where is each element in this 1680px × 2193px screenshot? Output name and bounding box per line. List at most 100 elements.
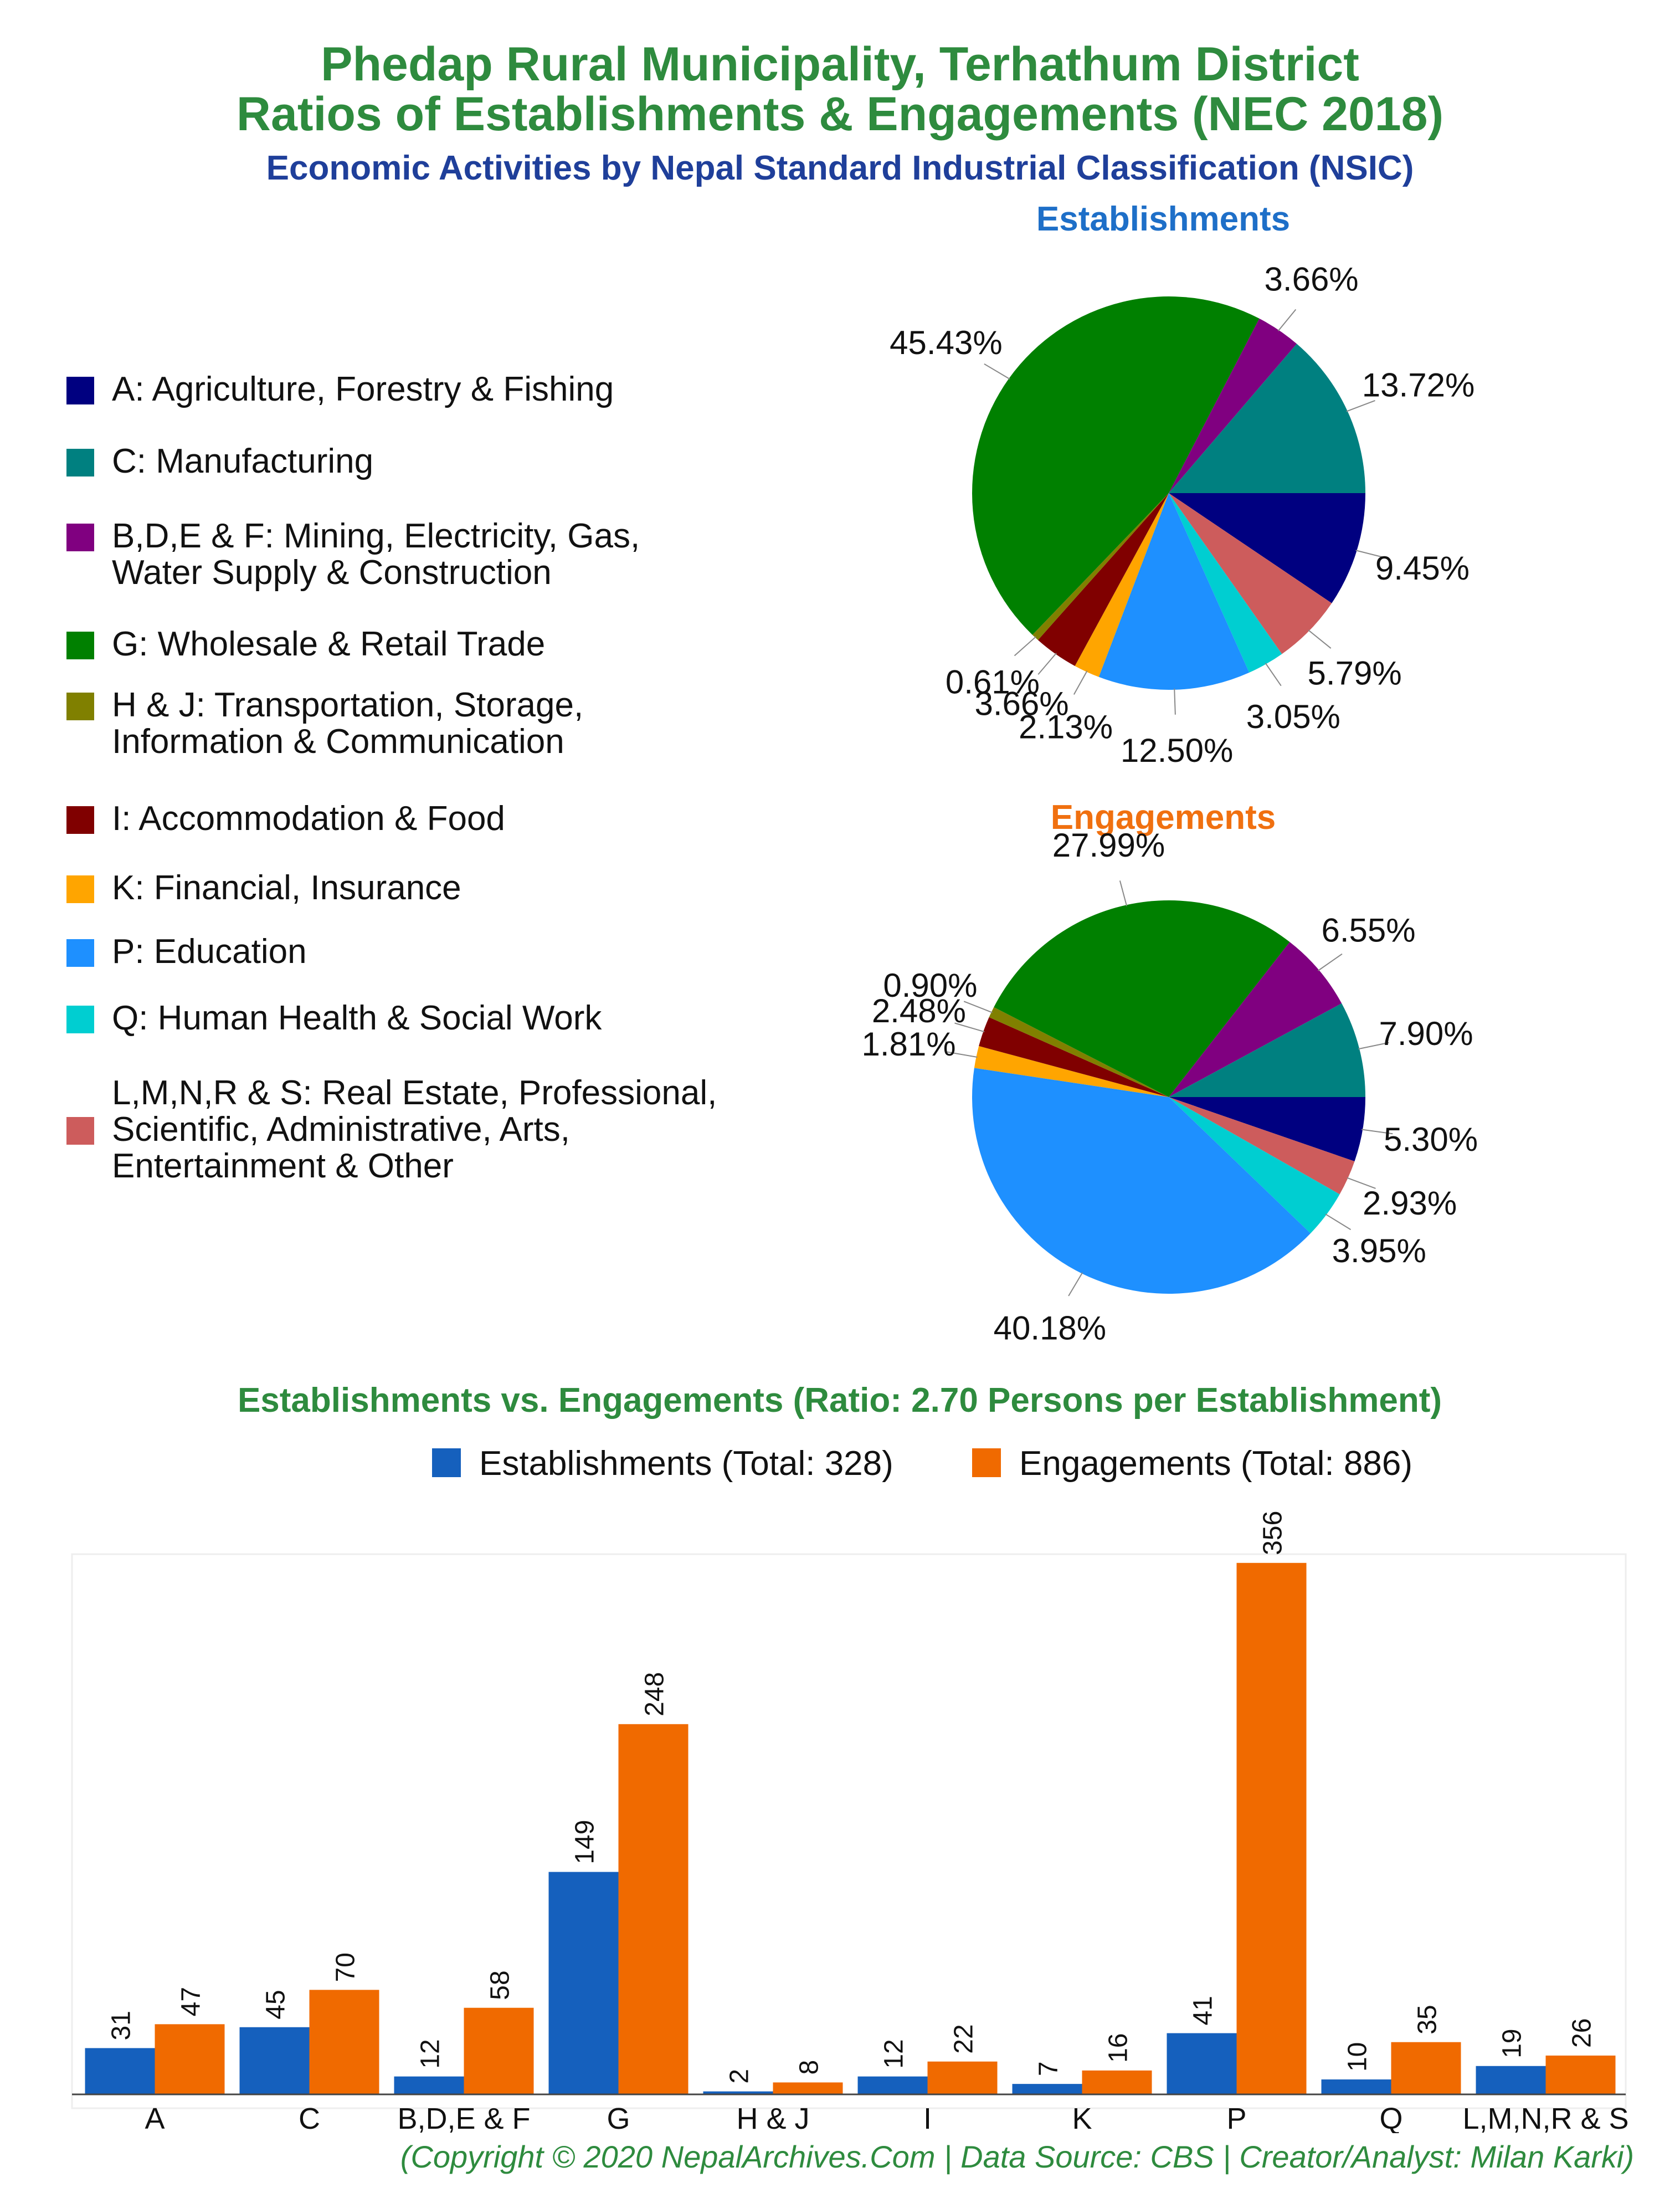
establishments-label-g: 45.43% bbox=[890, 324, 1003, 361]
x-tick-label-i: I bbox=[923, 2102, 932, 2133]
legend-label-k: K: Financial, Insurance bbox=[112, 869, 461, 907]
bar-value-engagements-c: 70 bbox=[331, 1953, 361, 1982]
legend-item-c: C: Manufacturing bbox=[66, 443, 373, 480]
engagements-leader-c bbox=[1358, 1042, 1389, 1050]
establishments-leader-p bbox=[1174, 688, 1176, 715]
engagements-slice-h-j bbox=[989, 1007, 1169, 1097]
engagements-leader-h-j bbox=[963, 1001, 993, 1013]
engagements-label-q: 3.95% bbox=[1332, 1232, 1426, 1269]
legend-swatch-i bbox=[66, 806, 94, 834]
legend-item-a: A: Agriculture, Forestry & Fishing bbox=[66, 371, 614, 408]
establishments-label-a: 9.45% bbox=[1375, 550, 1470, 587]
establishments-label-i: 3.66% bbox=[974, 685, 1068, 722]
x-tick-label-h-j: H & J bbox=[736, 2102, 809, 2133]
pie-chart-establishments: 9.45%5.79%3.05%12.50%2.13%3.66%0.61%45.4… bbox=[890, 261, 1475, 769]
bar-chart-title: Establishments vs. Engagements (Ratio: 2… bbox=[238, 1381, 1442, 1420]
legend-item-p: P: Education bbox=[66, 934, 307, 970]
chart-subtitle: Economic Activities by Nepal Standard In… bbox=[266, 149, 1414, 187]
bar-engagements-k bbox=[1082, 2070, 1152, 2094]
engagements-label-h-j: 0.90% bbox=[883, 967, 977, 1004]
establishments-label-p: 12.50% bbox=[1121, 732, 1234, 769]
bar-value-engagements-g: 248 bbox=[640, 1672, 670, 1717]
establishments-label-k: 2.13% bbox=[1019, 709, 1113, 746]
legend-label-establishments: Establishments (Total: 328) bbox=[479, 1444, 893, 1483]
bar-value-engagements-l-m-n-r-s: 26 bbox=[1568, 2018, 1597, 2048]
engagements-leader-l-m-n-r-s bbox=[1347, 1177, 1376, 1189]
engagements-slice-q bbox=[1169, 1097, 1340, 1233]
legend-label-i: I: Accommodation & Food bbox=[112, 800, 505, 838]
legend-swatch-bdef bbox=[66, 524, 94, 551]
legend-label-lmnrs: L,M,N,R & S: Real Estate, Professional, S… bbox=[112, 1074, 717, 1185]
bar-engagements-h-j bbox=[773, 2082, 843, 2094]
bar-value-establishments-l-m-n-r-s: 19 bbox=[1498, 2028, 1527, 2058]
bar-value-engagements-p: 356 bbox=[1258, 1511, 1288, 1555]
bar-value-establishments-b-d-e-f: 12 bbox=[416, 2039, 445, 2068]
engagements-label-i: 2.48% bbox=[872, 992, 966, 1029]
establishments-slice-k bbox=[1075, 493, 1169, 677]
establishments-label-q: 3.05% bbox=[1246, 698, 1340, 735]
legend-item-bdef: B,D,E & F: Mining, Electricity, Gas, Wate… bbox=[66, 518, 640, 591]
bar-value-establishments-i: 12 bbox=[880, 2039, 909, 2068]
pie-title-engagements: Engagements bbox=[1050, 798, 1276, 837]
bar-value-establishments-g: 149 bbox=[571, 1820, 600, 1864]
legend-swatch-engagements bbox=[972, 1448, 1001, 1477]
engagements-slice-i bbox=[979, 1017, 1169, 1097]
bar-establishments-p bbox=[1167, 2033, 1237, 2094]
legend-swatch-hj bbox=[66, 693, 94, 720]
engagements-leader-g bbox=[1119, 880, 1128, 906]
engagements-label-l-m-n-r-s: 2.93% bbox=[1363, 1185, 1457, 1222]
plot-area-frame bbox=[71, 1553, 1627, 2109]
establishments-leader-h-j bbox=[1014, 636, 1036, 657]
engagements-slice-p bbox=[972, 1068, 1311, 1294]
x-tick-label-p: P bbox=[1226, 2102, 1246, 2133]
bar-engagements-i bbox=[927, 2061, 998, 2094]
chart-title-line1: Phedap Rural Municipality, Terhathum Dis… bbox=[321, 38, 1359, 91]
bar-value-establishments-p: 41 bbox=[1189, 1996, 1218, 2025]
engagements-leader-a bbox=[1361, 1129, 1393, 1135]
bar-value-engagements-k: 16 bbox=[1104, 2033, 1133, 2062]
establishments-label-b-d-e-f: 3.66% bbox=[1265, 261, 1359, 298]
engagements-leader-p bbox=[1068, 1272, 1083, 1297]
bar-establishments-q bbox=[1321, 2079, 1391, 2094]
bar-engagements-l-m-n-r-s bbox=[1545, 2055, 1616, 2094]
engagements-slice-k bbox=[974, 1046, 1169, 1097]
bar-establishments-g bbox=[548, 1872, 619, 2094]
legend-label-bdef: B,D,E & F: Mining, Electricity, Gas, Wate… bbox=[112, 517, 640, 592]
bar-engagements-a bbox=[155, 2024, 225, 2094]
engagements-leader-q bbox=[1325, 1213, 1352, 1231]
establishments-leader-i bbox=[1037, 653, 1057, 675]
establishments-label-c: 13.72% bbox=[1362, 367, 1475, 404]
legend-swatch-p bbox=[66, 939, 94, 967]
establishments-slice-h-j bbox=[1032, 493, 1169, 641]
bar-value-establishments-a: 31 bbox=[107, 2011, 136, 2040]
bar-establishments-l-m-n-r-s bbox=[1476, 2066, 1546, 2094]
legend-label-q: Q: Human Health & Social Work bbox=[112, 999, 602, 1037]
x-tick-label-a: A bbox=[145, 2102, 165, 2133]
legend-swatch-g bbox=[66, 632, 94, 659]
engagements-leader-k bbox=[946, 1051, 978, 1058]
x-tick-label-b-d-e-f: B,D,E & F bbox=[397, 2102, 530, 2133]
legend-swatch-k bbox=[66, 875, 94, 903]
legend-item-lmnrs: L,M,N,R & S: Real Estate, Professional, S… bbox=[66, 1075, 717, 1185]
bar-establishments-c bbox=[239, 2027, 310, 2094]
establishments-slice-c bbox=[1169, 344, 1365, 493]
bar-chart: Establishments vs. Engagements (Ratio: 2… bbox=[71, 1381, 1629, 2133]
engagements-label-b-d-e-f: 6.55% bbox=[1322, 912, 1416, 949]
bar-establishments-a bbox=[85, 2048, 155, 2094]
bar-value-engagements-h-j: 8 bbox=[795, 2060, 824, 2075]
legend-item-i: I: Accommodation & Food bbox=[66, 801, 505, 837]
establishments-leader-l-m-n-r-s bbox=[1308, 629, 1332, 649]
pie-chart-engagements: 5.30% 2.93% 3.95% 40.18% 1.81%2.48%0.90% 27.9… bbox=[861, 831, 1478, 1346]
legend-swatch-establishments bbox=[432, 1448, 461, 1477]
x-tick-label-k: K bbox=[1072, 2102, 1092, 2133]
x-tick-label-c: C bbox=[299, 2102, 320, 2133]
engagements-label-g: 27.99% bbox=[1052, 831, 1165, 864]
legend-swatch-q bbox=[66, 1006, 94, 1033]
bar-establishments-k bbox=[1012, 2084, 1082, 2094]
establishments-label-h-j: 0.61% bbox=[946, 663, 1040, 700]
bar-value-engagements-q: 35 bbox=[1413, 2005, 1442, 2034]
chart-title-line2: Ratios of Establishments & Engagements (… bbox=[236, 88, 1444, 141]
bar-value-establishments-c: 45 bbox=[261, 1990, 291, 2019]
establishments-leader-c bbox=[1346, 399, 1375, 412]
bar-value-establishments-k: 7 bbox=[1034, 2061, 1064, 2076]
